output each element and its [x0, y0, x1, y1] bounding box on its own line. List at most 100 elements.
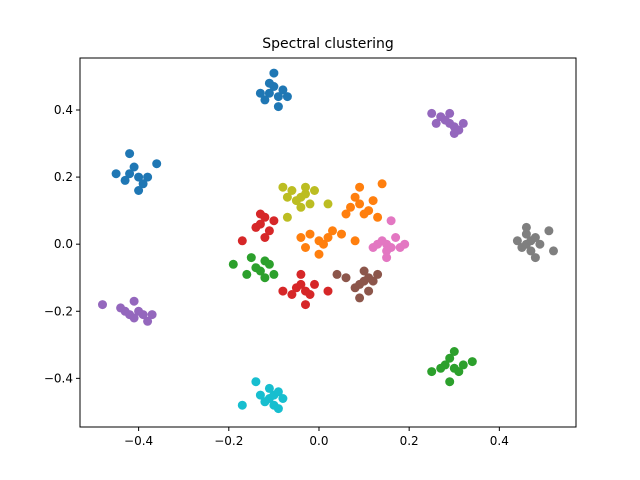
data-point-cluster-1	[305, 229, 315, 239]
data-point-cluster-7	[517, 243, 527, 252]
data-point-cluster-4	[436, 112, 446, 122]
data-point-cluster-4	[143, 316, 153, 326]
data-point-cluster-9	[273, 387, 283, 397]
data-point-cluster-6	[391, 233, 401, 242]
data-point-cluster-0	[264, 78, 274, 88]
data-point-cluster-8	[296, 202, 306, 212]
data-point-cluster-1	[359, 209, 369, 219]
data-point-cluster-4	[138, 310, 148, 320]
data-point-cluster-3	[296, 269, 306, 279]
data-point-cluster-3	[264, 226, 274, 236]
data-point-cluster-1	[301, 243, 310, 252]
data-point-cluster-0	[273, 102, 283, 112]
data-point-cluster-4	[147, 310, 157, 320]
data-point-cluster-3	[323, 286, 333, 296]
x-tick-label: 0.4	[490, 434, 509, 448]
data-point-cluster-2	[445, 353, 455, 363]
data-point-cluster-0	[269, 68, 279, 78]
data-point-cluster-0	[125, 169, 135, 179]
data-point-cluster-5	[359, 266, 369, 276]
data-point-cluster-1	[314, 249, 324, 259]
data-point-cluster-9	[260, 397, 270, 407]
data-point-cluster-3	[287, 290, 297, 299]
x-tick-label: −0.2	[214, 434, 243, 448]
data-point-cluster-7	[512, 236, 522, 246]
data-point-cluster-5	[364, 286, 374, 296]
data-point-cluster-4	[449, 129, 459, 138]
data-point-cluster-1	[341, 209, 351, 219]
data-point-cluster-1	[350, 192, 360, 202]
data-point-cluster-4	[458, 118, 468, 128]
data-point-cluster-4	[129, 313, 139, 323]
plot-frame	[79, 57, 577, 428]
data-point-cluster-8	[301, 189, 310, 199]
data-point-cluster-7	[526, 246, 536, 256]
data-point-cluster-0	[255, 88, 265, 98]
data-point-cluster-7	[530, 253, 540, 263]
data-point-cluster-2	[467, 357, 477, 367]
data-point-cluster-1	[355, 199, 365, 209]
data-point-cluster-0	[111, 169, 121, 179]
data-point-cluster-2	[264, 259, 274, 269]
data-point-cluster-3	[301, 300, 310, 310]
data-point-cluster-0	[143, 172, 153, 182]
x-axis: −0.4 −0.2 0.0 0.2 0.4	[124, 427, 509, 448]
data-point-cluster-8	[305, 199, 315, 209]
data-point-cluster-1	[337, 229, 346, 239]
data-point-cluster-8	[278, 182, 288, 192]
data-point-cluster-1	[350, 236, 360, 246]
data-point-cluster-9	[273, 404, 283, 414]
x-tick-label: 0.0	[309, 434, 328, 448]
data-point-cluster-7	[521, 222, 531, 232]
data-point-cluster-5	[350, 283, 360, 293]
data-point-cluster-3	[237, 236, 247, 246]
data-point-cluster-2	[454, 367, 464, 377]
data-point-cluster-4	[98, 300, 107, 310]
data-point-cluster-2	[445, 377, 455, 387]
data-point-cluster-4	[445, 108, 455, 118]
data-point-cluster-1	[296, 233, 306, 242]
data-point-cluster-5	[332, 269, 342, 279]
data-point-cluster-8	[291, 196, 301, 206]
data-point-cluster-1	[368, 196, 378, 206]
data-point-cluster-2	[458, 360, 468, 370]
data-point-cluster-0	[120, 175, 130, 185]
data-point-cluster-3	[278, 286, 288, 296]
data-point-cluster-9	[251, 377, 261, 387]
data-point-cluster-5	[373, 269, 383, 279]
x-tick-label: 0.2	[400, 434, 419, 448]
data-point-cluster-1	[323, 233, 333, 242]
data-point-cluster-1	[355, 182, 365, 192]
data-point-cluster-0	[125, 149, 135, 159]
data-point-cluster-8	[301, 182, 310, 192]
data-point-cluster-0	[278, 85, 288, 95]
data-point-cluster-8	[310, 186, 319, 195]
data-point-cluster-4	[116, 303, 126, 313]
data-point-cluster-3	[305, 290, 315, 299]
data-point-cluster-0	[282, 92, 292, 102]
data-point-cluster-3	[269, 216, 279, 226]
data-point-cluster-7	[544, 226, 554, 236]
data-point-cluster-9	[278, 394, 288, 403]
chart-title: Spectral clustering	[262, 36, 394, 52]
data-point-cluster-0	[152, 159, 162, 169]
data-point-cluster-3	[296, 279, 306, 289]
data-point-cluster-0	[134, 186, 144, 195]
data-point-cluster-5	[368, 276, 378, 286]
data-point-cluster-0	[260, 95, 270, 105]
data-point-cluster-2	[255, 266, 265, 276]
data-point-cluster-2	[427, 367, 437, 377]
data-point-cluster-3	[310, 279, 319, 289]
data-point-cluster-2	[269, 269, 279, 279]
data-point-cluster-2	[242, 269, 252, 279]
data-point-cluster-1	[319, 239, 328, 249]
data-point-cluster-1	[373, 212, 383, 222]
data-point-cluster-6	[382, 253, 392, 263]
y-tick-label: 0.0	[54, 237, 73, 251]
data-point-cluster-4	[427, 108, 437, 118]
data-point-cluster-7	[521, 229, 531, 239]
data-point-cluster-0	[134, 172, 144, 182]
data-point-cluster-1	[377, 179, 387, 189]
data-point-cluster-4	[129, 296, 139, 306]
